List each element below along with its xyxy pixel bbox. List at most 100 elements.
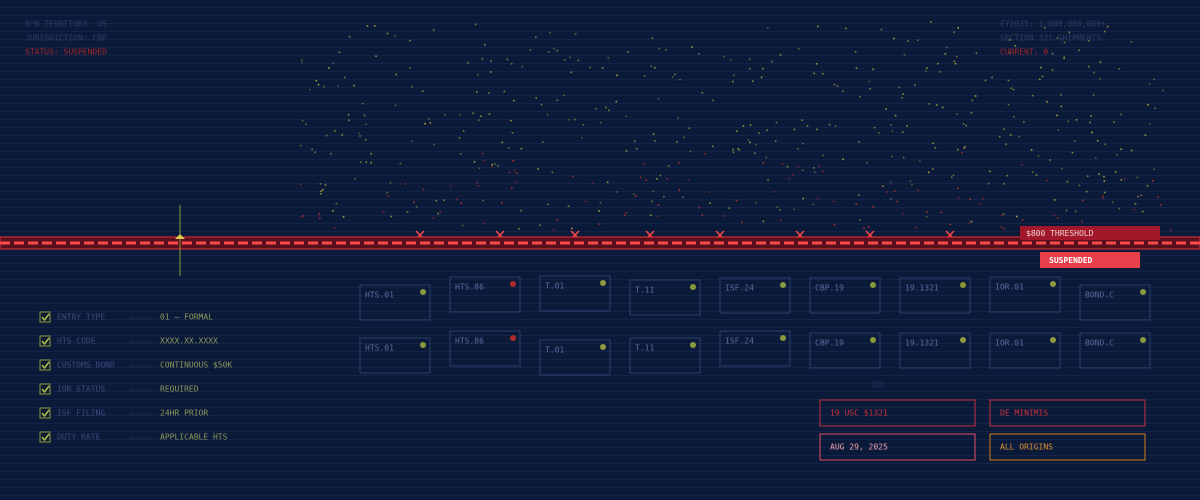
particle xyxy=(473,160,476,163)
particle xyxy=(333,227,336,229)
particle xyxy=(1120,113,1122,116)
particle xyxy=(666,178,668,180)
particle xyxy=(950,176,953,179)
tag: DE MINIMIS xyxy=(1000,409,1048,418)
particle xyxy=(651,37,654,40)
particle xyxy=(1091,131,1093,134)
particle xyxy=(348,119,350,122)
particle xyxy=(816,197,819,200)
particle xyxy=(394,104,397,107)
particle xyxy=(549,32,551,34)
section: SECTION 321 SHIPMENTS xyxy=(1000,34,1101,43)
particle xyxy=(1154,107,1156,110)
particle xyxy=(767,27,769,29)
particle xyxy=(788,177,790,180)
form-status xyxy=(1140,289,1146,295)
particle xyxy=(321,188,324,191)
particle xyxy=(925,216,928,218)
particle xyxy=(801,119,803,122)
particle xyxy=(311,148,314,151)
particle xyxy=(902,156,905,159)
particle xyxy=(779,54,782,56)
particle xyxy=(483,222,486,225)
particle xyxy=(318,213,320,215)
particle xyxy=(1035,174,1038,176)
particle xyxy=(626,50,629,53)
particle xyxy=(332,62,334,65)
form-label: BOND.C xyxy=(1085,339,1114,348)
particle xyxy=(701,92,704,94)
particle xyxy=(424,122,426,125)
tag-box xyxy=(989,399,1146,427)
particle xyxy=(970,111,973,114)
particle xyxy=(704,152,706,155)
particle xyxy=(793,208,796,211)
particle xyxy=(512,99,515,102)
particle xyxy=(709,202,711,205)
particle xyxy=(513,169,516,172)
particle xyxy=(728,207,730,209)
particle xyxy=(682,196,684,199)
particle xyxy=(521,65,524,68)
particle xyxy=(481,152,484,155)
particle xyxy=(929,21,932,23)
particle xyxy=(476,74,479,76)
particle xyxy=(1162,89,1164,92)
form-status xyxy=(870,282,876,288)
particle xyxy=(458,136,461,139)
particle xyxy=(1160,204,1162,206)
particle xyxy=(1007,79,1010,82)
particle xyxy=(645,179,647,181)
tag-box xyxy=(989,433,1146,461)
particle xyxy=(1054,199,1056,201)
particle xyxy=(747,138,750,141)
particle xyxy=(676,141,678,143)
particle xyxy=(657,98,660,100)
particle xyxy=(801,169,804,172)
particle xyxy=(319,192,322,195)
particle xyxy=(511,132,514,134)
form-box xyxy=(1079,284,1151,321)
particle xyxy=(665,49,667,51)
particle xyxy=(335,202,338,205)
particle xyxy=(659,174,662,177)
particle xyxy=(975,52,978,55)
particle xyxy=(758,132,760,134)
particle xyxy=(732,151,735,154)
particle xyxy=(872,68,874,71)
particle xyxy=(1063,56,1066,58)
particle xyxy=(1089,121,1091,124)
particle xyxy=(866,161,868,164)
requirement-label: CUSTOMS BOND xyxy=(57,361,115,370)
particle xyxy=(605,106,607,109)
particle xyxy=(732,74,735,77)
particle xyxy=(598,223,601,225)
particle xyxy=(577,59,580,62)
particle xyxy=(657,204,660,206)
particle xyxy=(894,114,897,117)
particle xyxy=(833,224,836,226)
particle xyxy=(300,144,302,147)
particle xyxy=(317,83,320,86)
particle xyxy=(540,103,543,106)
particle xyxy=(898,86,900,89)
particle xyxy=(365,123,368,126)
particle xyxy=(753,152,756,154)
particle xyxy=(615,191,618,193)
particle xyxy=(1056,114,1058,117)
form-label: 19.1321 xyxy=(905,284,939,293)
particle xyxy=(1152,179,1154,182)
particle xyxy=(1003,228,1005,230)
particle xyxy=(643,75,646,77)
particle xyxy=(608,109,610,112)
particle xyxy=(971,99,973,102)
particle xyxy=(520,209,522,212)
form-status xyxy=(600,344,606,350)
requirement-value: 01 — FORMAL xyxy=(160,313,213,322)
particle xyxy=(481,58,484,60)
particle xyxy=(503,90,506,93)
particle xyxy=(387,195,390,197)
form-status xyxy=(420,289,426,295)
particle xyxy=(698,53,700,55)
particle xyxy=(1060,105,1063,108)
